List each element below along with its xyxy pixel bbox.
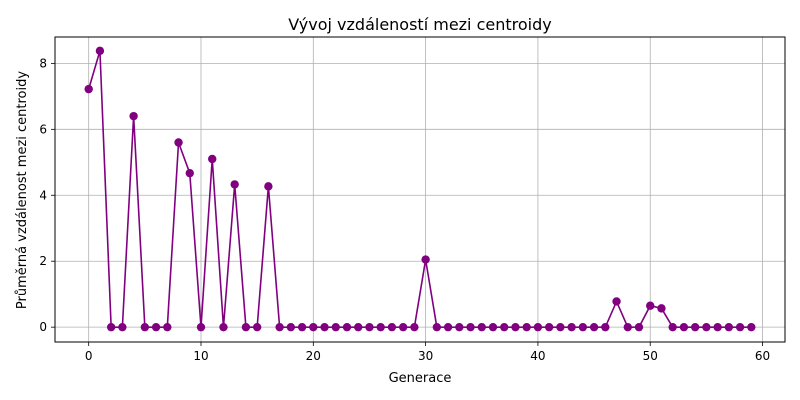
- data-point: [95, 46, 105, 56]
- x-tick-label: 0: [85, 349, 93, 363]
- data-point: [432, 322, 442, 332]
- x-tick-label: 30: [418, 349, 433, 363]
- axis-ticks: 0 10 20 30 40 50 60 0 2 4 6 8: [39, 56, 770, 363]
- data-point: [286, 322, 296, 332]
- data-point: [331, 322, 340, 332]
- data-point: [443, 322, 453, 332]
- data-point: [634, 322, 644, 332]
- data-point: [140, 322, 150, 332]
- plot-frame: [54, 36, 786, 343]
- y-tick-label: 8: [39, 56, 47, 70]
- x-tick-label: 50: [643, 349, 658, 363]
- data-point: [230, 180, 239, 189]
- data-point: [365, 322, 374, 332]
- data-point: [421, 255, 430, 264]
- data-point: [735, 322, 745, 332]
- data-point: [533, 322, 543, 332]
- data-point: [129, 111, 138, 121]
- series-layer: [84, 46, 756, 332]
- data-point: [241, 322, 251, 332]
- x-tick-label: 60: [755, 349, 770, 363]
- data-point: [398, 322, 408, 332]
- y-axis-label: Průměrná vzdálenost mezi centroidy: [15, 71, 30, 309]
- chart-title: Vývoj vzdáleností mezi centroidy: [288, 15, 551, 34]
- data-point: [544, 322, 554, 332]
- data-point: [522, 322, 531, 332]
- data-point: [376, 322, 385, 332]
- data-point: [747, 322, 756, 332]
- grid: [55, 37, 785, 342]
- data-point: [500, 322, 509, 332]
- data-point: [208, 154, 217, 164]
- data-point: [252, 322, 262, 332]
- data-point: [702, 322, 711, 332]
- data-point: [264, 182, 273, 191]
- data-point: [589, 322, 599, 332]
- data-point: [511, 322, 520, 332]
- data-point: [309, 322, 318, 332]
- x-tick-label: 40: [530, 349, 545, 363]
- series-line-0: [87, 50, 752, 328]
- data-point: [455, 322, 464, 332]
- y-tick-label: 6: [39, 122, 47, 136]
- y-tick-label: 0: [39, 320, 47, 334]
- data-point: [657, 304, 666, 313]
- data-point: [297, 322, 307, 332]
- data-point: [196, 322, 206, 332]
- data-point: [320, 322, 329, 332]
- data-point: [118, 322, 127, 332]
- data-point: [174, 138, 183, 147]
- data-point: [612, 297, 621, 306]
- data-point: [601, 322, 610, 332]
- data-point: [84, 84, 93, 94]
- data-point: [477, 322, 486, 332]
- data-point: [679, 322, 689, 332]
- data-point: [151, 322, 161, 332]
- data-point: [567, 322, 576, 332]
- data-point: [387, 322, 397, 332]
- data-point: [623, 322, 632, 332]
- data-point: [713, 322, 722, 332]
- data-point: [466, 322, 475, 332]
- data-point: [556, 322, 565, 332]
- data-point: [106, 322, 116, 332]
- data-point: [668, 322, 677, 332]
- data-point: [690, 322, 700, 332]
- data-point: [163, 322, 172, 332]
- data-point: [488, 322, 498, 332]
- data-point: [646, 301, 655, 310]
- y-tick-label: 4: [39, 188, 47, 202]
- x-tick-label: 10: [193, 349, 208, 363]
- x-tick-label: 20: [306, 349, 321, 363]
- data-point: [219, 322, 228, 332]
- y-tick-label: 2: [39, 254, 47, 268]
- data-point: [410, 322, 419, 332]
- data-point: [275, 322, 284, 332]
- data-point: [342, 322, 352, 332]
- data-point: [724, 322, 734, 332]
- data-point: [185, 168, 194, 178]
- x-axis-label: Generace: [389, 371, 452, 386]
- data-point: [578, 322, 588, 332]
- data-point: [354, 322, 363, 332]
